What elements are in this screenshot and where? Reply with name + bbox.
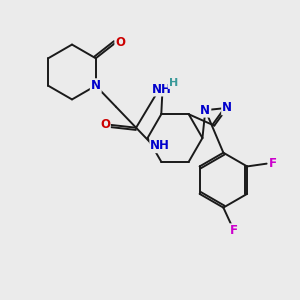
Text: H: H [169,78,178,88]
Text: O: O [100,118,110,131]
Text: N: N [222,101,232,114]
Text: N: N [91,79,101,92]
Text: F: F [230,224,238,237]
Text: NH: NH [150,139,170,152]
Text: O: O [116,36,125,50]
Text: NH: NH [152,82,172,95]
Text: N: N [200,104,210,117]
Text: F: F [269,157,277,170]
